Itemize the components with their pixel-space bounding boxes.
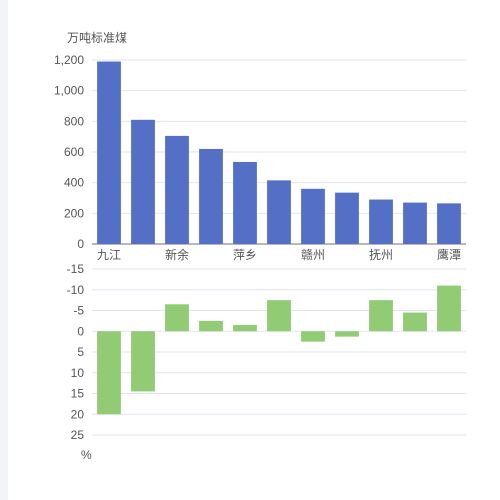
top-bar [437, 203, 461, 244]
bottom-bar [267, 300, 291, 332]
top-bar [335, 192, 359, 244]
chart-panel: 万吨标准煤 % 0 200 400 600 800 1,000 1,200 九江 新余 萍乡 赣州… [8, 0, 500, 500]
top-chart-unit-label: 万吨标准煤 [67, 31, 127, 45]
bottom-bar [335, 331, 359, 337]
top-chart-bars [97, 61, 461, 245]
bottom-y-tick-label: 25 [71, 428, 85, 442]
bottom-bar [301, 331, 325, 342]
top-x-tick-label: 鹰潭 [437, 247, 461, 262]
bottom-bar [97, 331, 121, 415]
bottom-y-tick-label: 10 [71, 366, 85, 380]
top-bar [267, 180, 291, 244]
top-bar [369, 199, 393, 244]
top-bar [97, 61, 121, 245]
top-chart-x-ticks: 九江 新余 萍乡 赣州 抚州 鹰潭 [97, 247, 461, 262]
top-x-tick-label: 抚州 [369, 248, 393, 262]
top-bar [165, 135, 189, 244]
bottom-y-tick-label: 20 [71, 407, 85, 421]
top-y-tick-label: 400 [64, 176, 84, 190]
bottom-y-tick-label: -10 [67, 283, 85, 297]
top-bar [301, 188, 325, 244]
bottom-bar [233, 325, 257, 332]
bottom-y-tick-label: -5 [73, 304, 84, 318]
top-bar [403, 202, 427, 244]
bottom-bar [165, 304, 189, 332]
top-y-tick-label: 0 [77, 237, 84, 251]
top-y-tick-label: 1,200 [54, 53, 84, 67]
bottom-chart-bars [97, 285, 461, 415]
top-y-tick-label: 800 [64, 114, 84, 128]
top-x-tick-label: 新余 [165, 247, 189, 262]
top-x-tick-label: 萍乡 [233, 248, 257, 262]
bottom-bar [199, 320, 223, 332]
top-bar [131, 119, 155, 244]
bottom-bar [369, 300, 393, 332]
top-bar [233, 161, 257, 244]
top-chart-y-ticks: 0 200 400 600 800 1,000 1,200 [54, 53, 84, 251]
bottom-y-tick-label: 5 [77, 345, 84, 359]
bottom-y-tick-label: 0 [77, 324, 84, 338]
top-bar [199, 148, 223, 244]
top-y-tick-label: 200 [64, 206, 84, 220]
top-y-tick-label: 600 [64, 145, 84, 159]
top-x-tick-label: 九江 [97, 248, 121, 262]
bottom-bar [403, 312, 427, 332]
bottom-y-tick-label: -15 [67, 262, 85, 276]
top-y-tick-label: 1,000 [54, 84, 84, 98]
top-x-tick-label: 赣州 [301, 248, 325, 262]
bottom-bar [437, 285, 461, 332]
bottom-chart-unit-label: % [81, 448, 92, 462]
bottom-y-tick-label: 15 [71, 387, 85, 401]
bottom-bar [131, 331, 155, 392]
bottom-chart-y-ticks: -15 -10 -5 0 5 10 15 20 25 [67, 262, 85, 442]
